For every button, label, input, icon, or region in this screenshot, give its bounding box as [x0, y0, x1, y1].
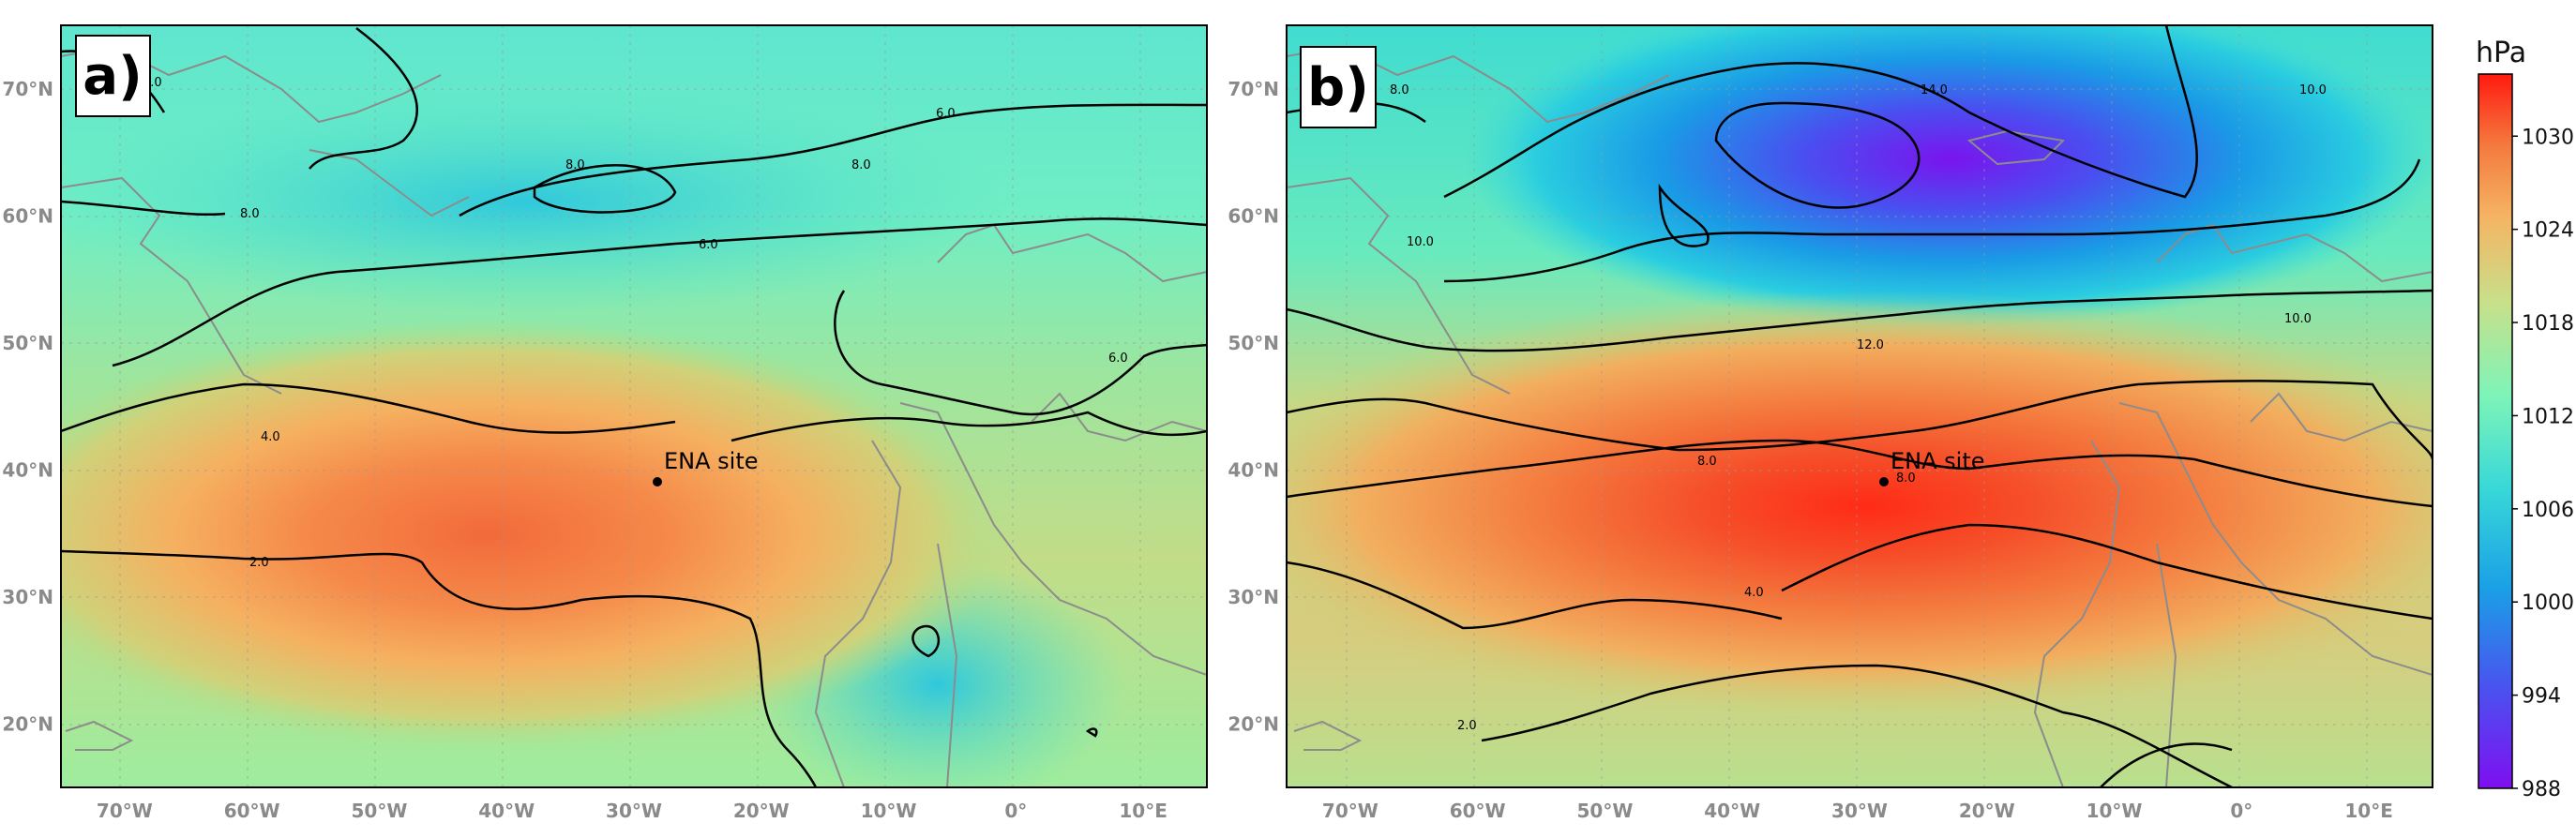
- lat-tick-label: 60°N: [2, 204, 53, 227]
- lon-tick-label: 30°W: [1831, 800, 1888, 822]
- panel-a-label: a): [83, 46, 142, 107]
- contour-label: 12.0: [1857, 338, 1884, 352]
- colorbar-tick-label: 1000: [2522, 591, 2574, 615]
- panel-a-lon-ticks: 70°W 60°W 50°W 40°W 30°W 20°W 10°W 0° 10°E: [97, 800, 1167, 822]
- contour-label: 8.0: [1697, 455, 1717, 469]
- lat-tick-label: 20°N: [1228, 712, 1279, 735]
- panel-b-contour-labels: 8.0 14.0 10.0 10.0 10.0 12.0 8.0 8.0 4.0…: [1390, 83, 2327, 733]
- contour-label: 2.0: [1457, 719, 1477, 733]
- colorbar-tick-label: 1030: [2522, 126, 2574, 149]
- panel-b: 8.0 14.0 10.0 10.0 10.0 12.0 8.0 8.0 4.0…: [1286, 24, 2433, 788]
- panel-b-contours: [1287, 25, 2433, 787]
- panel-a-field: 6.0 8.0 8.0 8.0 6.0 4.0 2.0 6.0 8.0 ENA …: [61, 25, 1207, 787]
- contour-label: 8.0: [1390, 83, 1409, 97]
- lon-tick-label: 20°W: [1959, 800, 2015, 822]
- lat-tick-label: 70°N: [1228, 78, 1279, 100]
- lon-tick-label: 70°W: [1322, 800, 1378, 822]
- lat-tick-label: 60°N: [1228, 204, 1279, 227]
- colorbar-tick-label: 1006: [2522, 499, 2574, 522]
- lon-tick-label: 0°: [1004, 800, 1027, 822]
- contour-label: 4.0: [1744, 586, 1764, 600]
- colorbar-tick-label: 1012: [2522, 405, 2574, 428]
- contour-label: 6.0: [1108, 352, 1128, 366]
- panel-b-label: b): [1307, 57, 1369, 118]
- contour-label: 6.0: [936, 107, 956, 121]
- panel-a: 6.0 8.0 8.0 8.0 6.0 4.0 2.0 6.0 8.0 ENA …: [60, 24, 1208, 788]
- contour-label: 4.0: [261, 430, 280, 444]
- colorbar-tick-label: 1024: [2522, 219, 2574, 243]
- colorbar-scale: [2478, 73, 2513, 789]
- contour-label: 14.0: [1921, 83, 1948, 97]
- panel-b-frame: [1286, 24, 2433, 788]
- colorbar-tick-label: 994: [2522, 685, 2561, 709]
- lat-tick-label: 40°N: [2, 458, 53, 481]
- contour-label: 10.0: [2284, 312, 2312, 326]
- lat-tick-label: 50°N: [1228, 332, 1279, 354]
- colorbar: hPa 1030 1024 1018 1012 1006 1000 994 988: [2476, 37, 2574, 801]
- lon-tick-label: 50°W: [351, 800, 407, 822]
- lon-tick-label: 60°W: [224, 800, 280, 822]
- lat-tick-label: 30°N: [1228, 586, 1279, 608]
- panel-a-gridlines: [61, 25, 1207, 787]
- lon-tick-label: 10°W: [2086, 800, 2143, 822]
- panel-a-lat-ticks: 70°N 60°N 50°N 40°N 30°N 20°N: [2, 78, 53, 736]
- panel-b-label-box: [1300, 46, 1377, 128]
- lon-tick-label: 0°: [2230, 800, 2252, 822]
- panel-b-lon-ticks: 70°W 60°W 50°W 40°W 30°W 20°W 10°W 0° 10°E: [1322, 800, 2393, 822]
- lon-tick-label: 20°W: [733, 800, 790, 822]
- panel-b-lat-ticks: 70°N 60°N 50°N 40°N 30°N 20°N: [1228, 78, 1279, 736]
- lat-tick-label: 70°N: [2, 78, 53, 100]
- ena-site-label: ENA site: [1891, 448, 1985, 474]
- panel-b-field: 8.0 14.0 10.0 10.0 10.0 12.0 8.0 8.0 4.0…: [1287, 25, 2433, 787]
- lat-tick-label: 50°N: [2, 332, 53, 354]
- contour-label: 8.0: [240, 207, 260, 221]
- lat-tick-label: 30°N: [2, 586, 53, 608]
- contour-label: 2.0: [249, 556, 269, 570]
- panel-a-coastlines: [61, 45, 1207, 787]
- lon-tick-label: 40°W: [1704, 800, 1760, 822]
- lon-tick-label: 60°W: [1450, 800, 1506, 822]
- ena-site-label: ENA site: [664, 448, 759, 474]
- ena-site-marker: [1879, 477, 1889, 486]
- contour-label: 10.0: [1407, 235, 1434, 249]
- lon-tick-label: 50°W: [1576, 800, 1633, 822]
- lon-tick-label: 10°E: [1119, 800, 1167, 822]
- colorbar-ticks: 1030 1024 1018 1012 1006 1000 994 988: [2512, 126, 2574, 801]
- colorbar-tick-label: 988: [2522, 778, 2561, 801]
- panel-a-label-box: [75, 35, 151, 117]
- contour-label: 10.0: [2299, 83, 2327, 97]
- colorbar-tick-label: 1018: [2522, 312, 2574, 336]
- contour-label: 8.0: [1896, 471, 1916, 486]
- lon-tick-label: 30°W: [606, 800, 662, 822]
- lat-tick-label: 20°N: [2, 712, 53, 735]
- contour-label: 6.0: [699, 238, 718, 252]
- contour-label: 8.0: [565, 158, 585, 172]
- lon-tick-label: 70°W: [97, 800, 153, 822]
- panel-a-frame: [60, 24, 1208, 788]
- lon-tick-label: 10°E: [2344, 800, 2393, 822]
- panel-b-gridlines: [1287, 25, 2433, 787]
- lon-tick-label: 10°W: [861, 800, 917, 822]
- contour-label: 8.0: [851, 158, 871, 172]
- lon-tick-label: 40°W: [478, 800, 535, 822]
- lat-tick-label: 40°N: [1228, 458, 1279, 481]
- ena-site-marker: [653, 477, 662, 486]
- panel-a-contours: [61, 27, 1207, 787]
- colorbar-title: hPa: [2476, 37, 2526, 69]
